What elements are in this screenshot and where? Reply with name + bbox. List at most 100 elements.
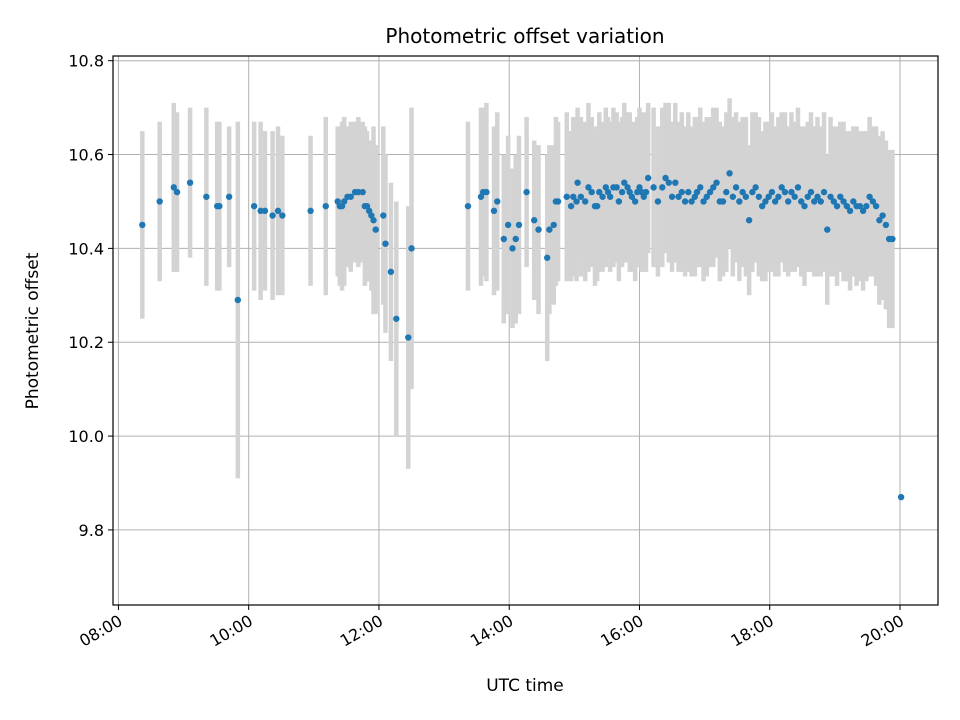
data-point [464,202,472,210]
data-point [742,193,750,200]
data-point [876,217,883,224]
data-point [621,179,628,186]
data-point [523,188,530,196]
data-point [307,207,314,215]
data-point [269,212,276,219]
data-point [726,170,733,177]
data-point [574,179,581,186]
y-tick-label: 10.0 [68,427,104,446]
data-point [599,193,606,200]
data-point [380,212,387,219]
data-point [577,193,585,200]
data-point [650,184,657,191]
data-point [791,193,798,200]
data-point [554,198,562,205]
data-point [830,198,837,205]
data-point [573,198,580,205]
data-point [504,221,512,229]
data-point [697,184,704,191]
data-point [347,193,354,200]
data-point [685,188,692,196]
y-axis-ticks: 9.8 10.0 10.2 10.4 10.6 10.8 [68,52,113,540]
data-point [341,198,348,205]
data-point [515,221,523,229]
data-point [642,188,650,196]
data-point [490,207,498,215]
data-point [606,193,614,200]
data-point [405,334,412,341]
data-point [681,198,689,205]
data-point [382,240,389,247]
data-point [693,188,701,196]
data-point [544,254,551,261]
data-point [739,188,746,196]
data-point [509,245,516,252]
data-point [322,202,329,210]
data-point [863,202,870,210]
data-point [846,207,854,215]
data-point [817,198,824,205]
data-point [897,493,905,501]
data-point [494,198,501,205]
data-point [588,188,595,196]
data-points [139,170,905,501]
data-point [771,198,779,205]
data-point [173,188,181,196]
data-point [596,188,603,196]
data-point [156,198,163,205]
data-point [729,193,737,200]
data-point [706,188,714,196]
data-point [843,202,851,210]
data-point [550,221,557,229]
data-point [775,193,782,200]
data-point [794,184,802,191]
data-point [370,217,377,224]
data-point [186,179,194,186]
data-point [814,193,821,200]
data-point [784,198,792,205]
data-point [570,193,577,200]
data-point [170,184,177,191]
data-point [613,184,620,191]
x-axis-title: UTC time [486,676,564,696]
data-point [872,202,880,210]
data-point [749,188,756,196]
data-point [393,315,400,322]
data-point [654,198,662,205]
data-point [615,198,623,205]
data-point [665,179,672,186]
data-point [225,193,233,200]
data-point [723,188,730,196]
plot-frame [112,55,939,606]
data-point [781,188,789,196]
data-point [675,193,682,200]
data-point [582,198,589,205]
y-tick-label: 9.8 [79,521,104,540]
data-point [483,188,490,196]
data-point [644,174,652,182]
data-point [387,268,395,276]
data-point [512,235,519,243]
data-point [719,198,727,205]
data-point [359,188,366,196]
data-point [859,207,867,215]
data-point [279,212,286,219]
data-point [500,235,507,243]
data-point [869,198,877,205]
data-point [778,184,785,191]
data-point [688,198,695,205]
data-point [807,188,815,196]
data-point [203,193,210,200]
data-point [700,198,707,205]
data-point [837,193,844,200]
chart-title: Photometric offset variation [385,24,664,48]
data-point [879,212,886,219]
data-point [216,202,223,210]
data-point [567,202,575,210]
data-point [752,184,759,191]
data-point [703,193,710,200]
data-point [840,198,847,205]
data-point [628,193,636,200]
data-point [372,226,379,233]
